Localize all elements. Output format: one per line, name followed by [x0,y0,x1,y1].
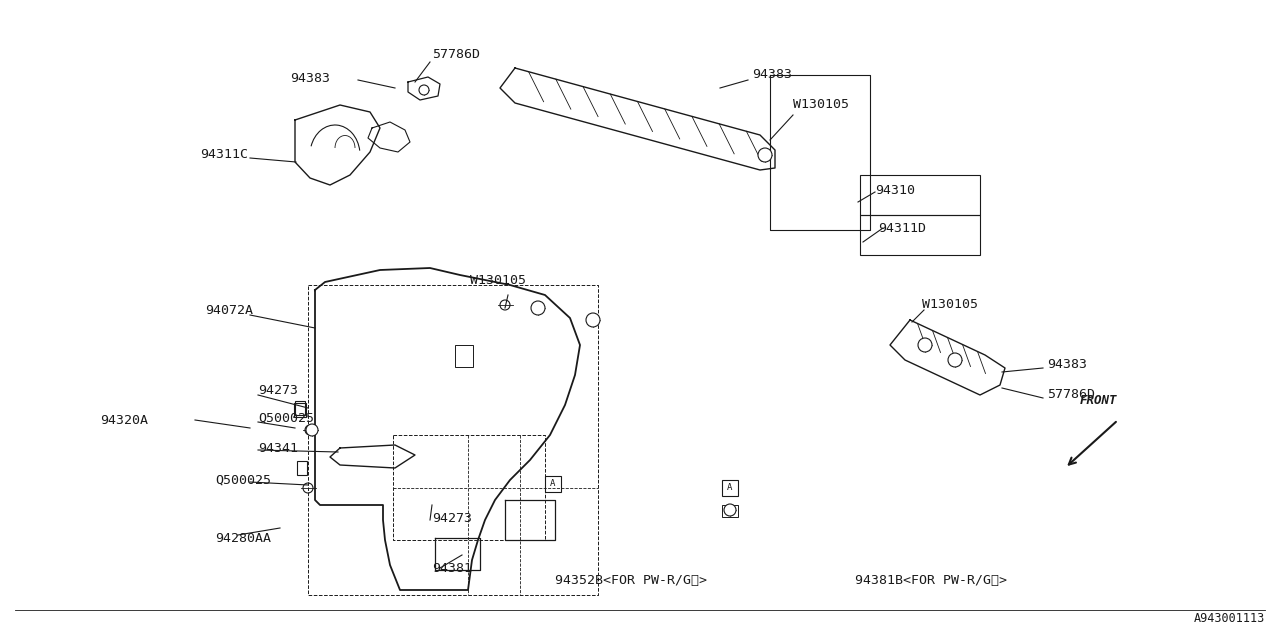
Text: W130105: W130105 [794,99,849,111]
Bar [860,215,980,255]
Circle shape [724,504,736,516]
Text: 94273: 94273 [259,383,298,397]
Circle shape [586,313,600,327]
Text: 94320A: 94320A [100,413,148,426]
Text: 94352B<FOR PW-R/G車>: 94352B<FOR PW-R/G車> [556,573,707,586]
Text: A: A [550,479,556,488]
Text: 94280AA: 94280AA [215,531,271,545]
Circle shape [918,338,932,352]
Bar [722,480,739,496]
Circle shape [419,85,429,95]
Circle shape [758,148,772,162]
Bar [294,403,306,417]
Circle shape [306,424,317,436]
Text: W130105: W130105 [922,298,978,312]
Text: 94381B<FOR PW-R/G車>: 94381B<FOR PW-R/G車> [855,573,1007,586]
Text: A943001113: A943001113 [1194,612,1265,625]
Text: 94311C: 94311C [200,148,248,161]
Circle shape [948,353,963,367]
Text: Q500025: Q500025 [215,474,271,486]
Bar [545,476,561,492]
Text: 94072A: 94072A [205,303,253,317]
Text: FRONT: FRONT [1079,394,1116,406]
Text: 94383: 94383 [1047,358,1087,371]
Bar [297,461,307,475]
Text: 94310: 94310 [876,184,915,196]
Text: 94341: 94341 [259,442,298,454]
Bar [860,175,980,215]
Circle shape [531,301,545,315]
Text: 57786D: 57786D [433,49,480,61]
Text: Q500025: Q500025 [259,412,314,424]
Text: 94383: 94383 [291,72,330,84]
Text: A: A [727,483,732,493]
Text: 57786D: 57786D [1047,388,1094,401]
Text: 94311D: 94311D [878,221,925,234]
Bar [294,401,305,415]
Text: 94273: 94273 [433,511,472,525]
Text: 94381: 94381 [433,561,472,575]
Text: W130105: W130105 [470,273,526,287]
Text: 94383: 94383 [753,68,792,81]
Bar [454,345,474,367]
Bar [722,505,739,517]
